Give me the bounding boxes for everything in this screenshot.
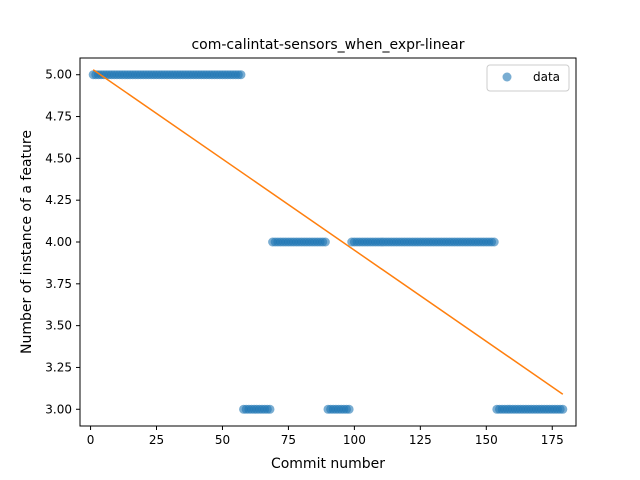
plot-area [88, 69, 568, 414]
x-axis: 0 25 50 75 100 125 150 175 [87, 426, 564, 447]
y-axis: 3.00 3.25 3.50 3.75 4.00 4.25 4.50 4.75 5.00 [45, 68, 80, 416]
y-axis-label: Number of instance of a feature [19, 130, 35, 354]
chart-title: com-calintat-sensors_when_expr-linear [191, 37, 464, 53]
x-tick-label: 125 [409, 433, 432, 447]
data-point [236, 70, 246, 80]
data-point [320, 237, 330, 247]
y-tick-label: 4.50 [45, 151, 72, 165]
data-point [344, 404, 354, 414]
legend-marker [502, 72, 512, 82]
x-tick-label: 25 [149, 433, 164, 447]
legend-label-data: data [533, 70, 560, 84]
x-axis-label: Commit number [271, 456, 385, 472]
y-tick-label: 3.00 [45, 402, 72, 416]
y-tick-label: 4.75 [45, 110, 72, 124]
x-tick-label: 150 [475, 433, 498, 447]
y-tick-label: 4.25 [45, 193, 72, 207]
y-tick-label: 3.75 [45, 277, 72, 291]
x-tick-label: 50 [215, 433, 230, 447]
y-tick-label: 5.00 [45, 68, 72, 82]
data-point [558, 404, 568, 414]
x-tick-label: 0 [87, 433, 95, 447]
legend-frame [486, 64, 570, 92]
y-tick-label: 4.00 [45, 235, 72, 249]
x-tick-label: 75 [281, 433, 296, 447]
y-tick-label: 3.25 [45, 360, 72, 374]
data-point [489, 237, 499, 247]
x-tick-label: 175 [541, 433, 564, 447]
legend: data [486, 64, 570, 92]
fit-line [92, 69, 564, 395]
data-point [265, 404, 275, 414]
y-tick-label: 3.50 [45, 319, 72, 333]
x-tick-label: 100 [343, 433, 366, 447]
